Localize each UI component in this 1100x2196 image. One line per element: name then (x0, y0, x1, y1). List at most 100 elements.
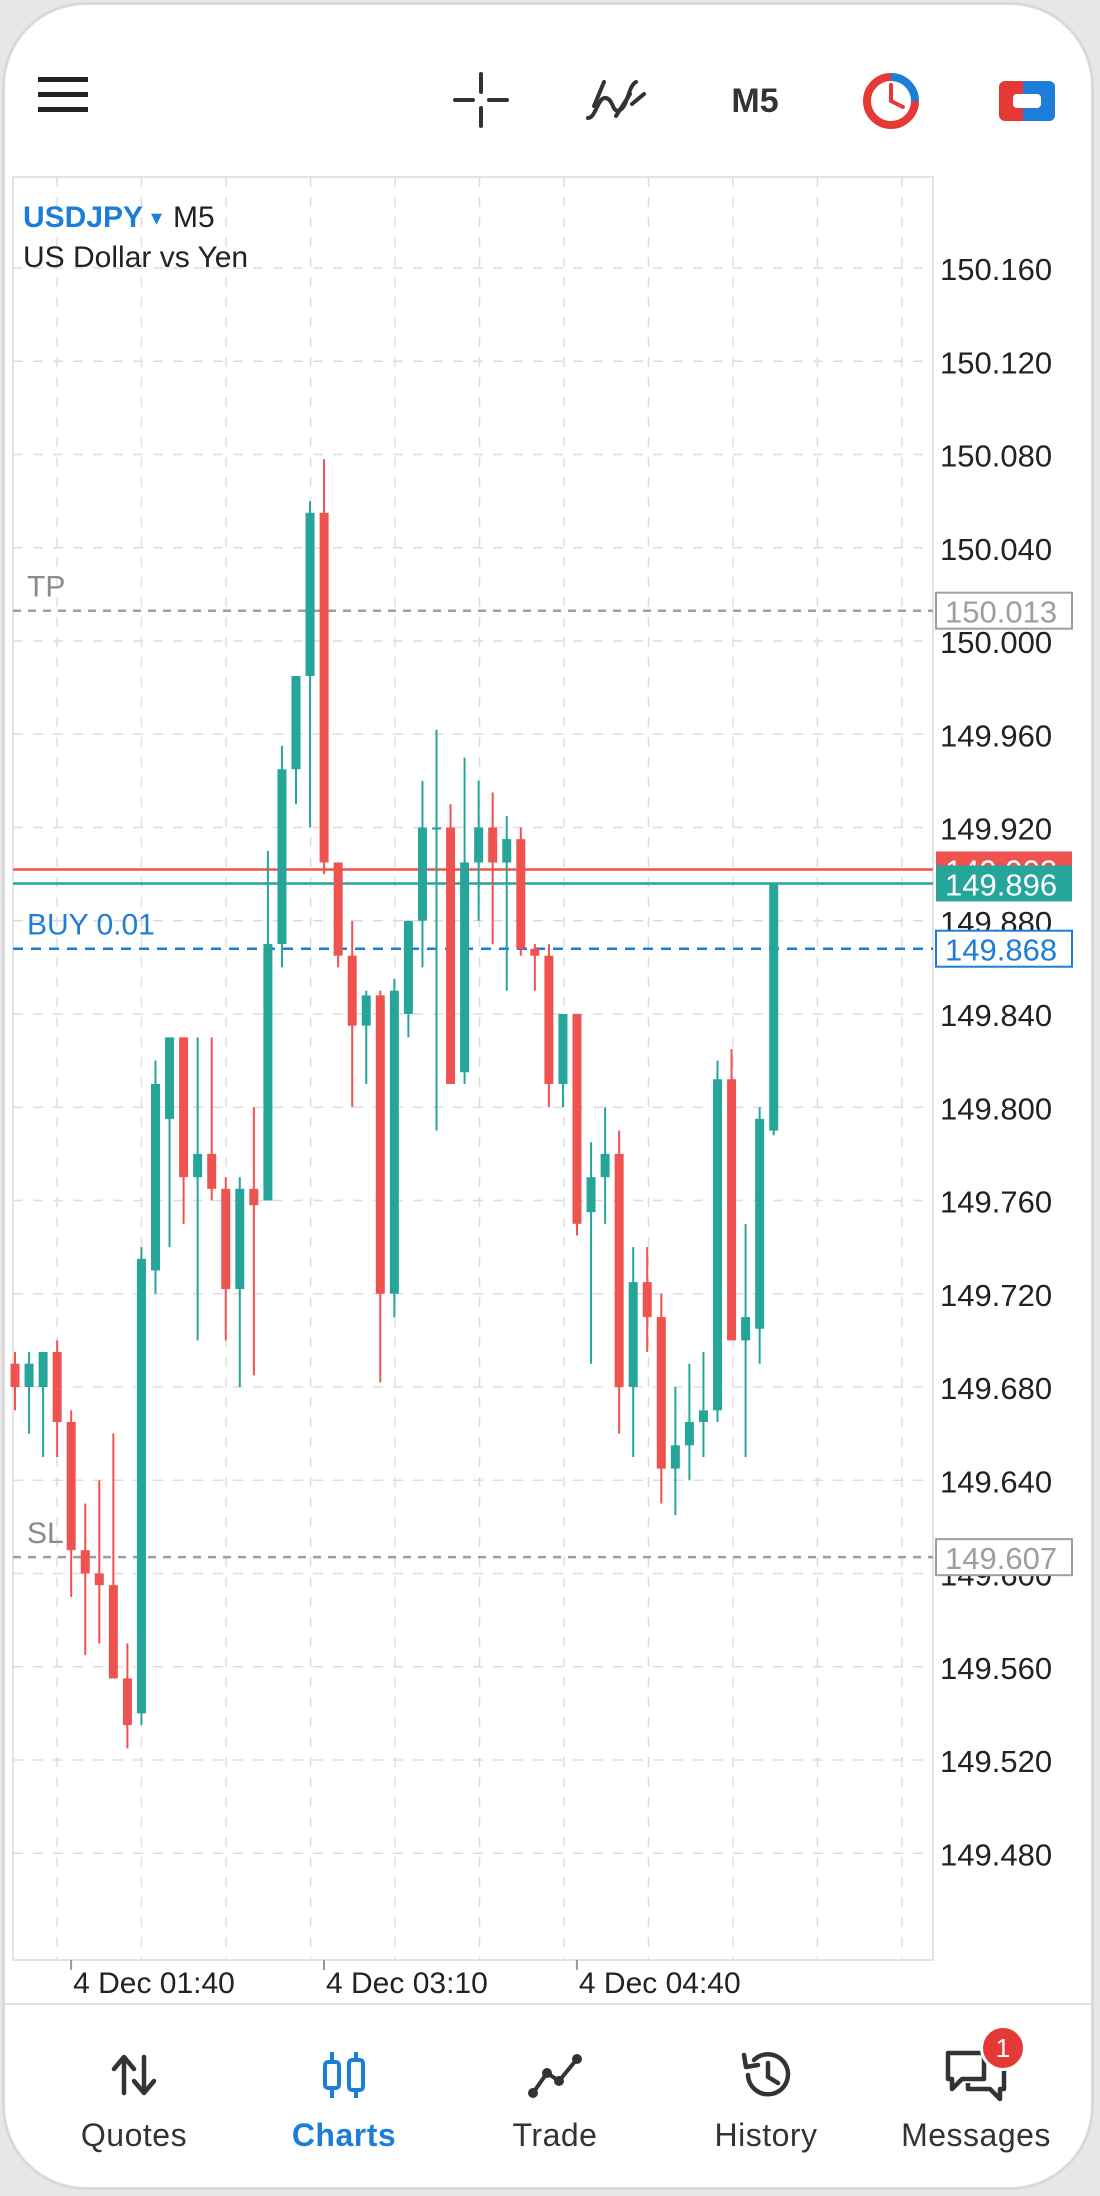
candle-body (403, 920, 413, 1014)
nav-quotes[interactable]: Quotes (29, 2005, 239, 2185)
candle-body (193, 1153, 203, 1178)
candle-body (642, 1282, 652, 1318)
nav-messages[interactable]: 1 Messages (871, 2005, 1081, 2185)
candle-body (221, 1188, 231, 1290)
candle-body (544, 955, 554, 1084)
candle-body (24, 1363, 34, 1387)
price-axis-label: 149.920 (940, 812, 1052, 847)
price-axis-label: 150.080 (940, 439, 1052, 474)
nav-quotes-label: Quotes (80, 2117, 188, 2153)
candle-body (165, 1037, 175, 1119)
candle-bearish (727, 1048, 737, 1341)
chart-toolbar: M5 (5, 5, 1091, 175)
chart-grid (12, 176, 934, 1961)
symbol-dropdown-icon[interactable]: ▾ (151, 205, 162, 230)
price-axis-label: 149.640 (940, 1464, 1052, 1499)
price-axis-label: 149.480 (940, 1837, 1052, 1872)
candle-bullish (698, 1352, 708, 1457)
bottom-navigation: Quotes Charts (5, 2003, 1091, 2187)
candle-bullish (136, 1247, 146, 1726)
candle-bullish (38, 1352, 48, 1457)
one-click-trading-button[interactable] (861, 73, 921, 129)
candle-bullish (502, 815, 512, 991)
candle-bullish (741, 1223, 751, 1457)
symbol-description: US Dollar vs Yen (23, 241, 248, 274)
candle-body (432, 827, 441, 830)
candle-bullish (586, 1142, 596, 1364)
candles (10, 459, 779, 1749)
candle-bearish (572, 1014, 582, 1236)
price-axis-label: 149.960 (940, 718, 1052, 753)
nav-history[interactable]: History (661, 2005, 871, 2185)
candle-body (277, 769, 287, 945)
price-axis-label: 149.720 (940, 1278, 1052, 1313)
candle-bearish (614, 1130, 624, 1434)
nav-messages-label: Messages (901, 2117, 1051, 2153)
candle-body (755, 1118, 765, 1329)
nav-charts[interactable]: Charts (239, 2005, 449, 2185)
candle-body (558, 1014, 568, 1084)
take-profit-price-tag-text: 150.013 (945, 595, 1057, 630)
stop-loss-price-tag: 149.607 (935, 1538, 1073, 1577)
symbol-name[interactable]: USDJPY (23, 201, 143, 234)
candle-bullish (432, 729, 441, 1131)
time-axis-label: 4 Dec 03:10 (326, 1967, 488, 2000)
candle-body (347, 955, 357, 1026)
candle-body (727, 1079, 737, 1341)
price-axis-label: 150.040 (940, 532, 1052, 567)
candle-bullish (235, 1177, 245, 1387)
candle-body (446, 827, 456, 1084)
stop-loss-label: SL (27, 1517, 64, 1550)
candle-bullish (460, 757, 470, 1084)
candle-body (94, 1573, 104, 1586)
nav-trade[interactable]: Trade (450, 2005, 660, 2185)
candle-bullish (291, 675, 301, 805)
candle-bullish (670, 1387, 680, 1516)
charts-candles-icon (323, 2052, 365, 2098)
stop-loss-price-tag-text: 149.607 (945, 1541, 1057, 1576)
indicators-button[interactable] (583, 69, 649, 131)
candle-bullish (628, 1247, 638, 1457)
take-profit-price-tag-bg (935, 591, 1073, 630)
buy-position-price-tag-text: 149.868 (945, 933, 1057, 968)
bid-price-tag-text: 149.896 (945, 867, 1057, 902)
indicators-icon (586, 80, 646, 120)
candle-bullish (305, 501, 315, 828)
candle-bearish (179, 1037, 189, 1224)
crosshair-button[interactable] (450, 69, 512, 131)
bid-price-tag-bg (936, 865, 1072, 902)
price-axis-label: 149.680 (940, 1371, 1052, 1406)
candle-body (207, 1153, 217, 1189)
candle-body (66, 1421, 76, 1551)
price-chart[interactable]: TP SL BUY 0.01 150.160 150.120 150.080 150.04… (5, 5, 1094, 2005)
price-axis-label: 150.160 (940, 252, 1052, 287)
candle-bearish (10, 1352, 20, 1411)
candle-bearish (530, 944, 540, 991)
candle-bullish (361, 990, 371, 1084)
candle-body (108, 1585, 118, 1679)
candle-bearish (333, 862, 343, 968)
buy-position-label: BUY 0.01 (27, 909, 155, 942)
bid-price-tag: 149.896 (936, 865, 1072, 902)
candle-bullish (684, 1363, 694, 1481)
candle-bullish (389, 979, 399, 1318)
candle-body (151, 1083, 160, 1271)
candle-body (80, 1550, 90, 1574)
candle-body (305, 512, 315, 676)
candle-body (179, 1037, 189, 1178)
candle-bearish (642, 1247, 652, 1353)
buy-sell-panel-button[interactable] (997, 73, 1057, 129)
candle-bullish (713, 1060, 722, 1422)
candle-bullish (151, 1060, 160, 1294)
candle-bearish (319, 459, 329, 875)
menu-button[interactable] (33, 65, 93, 125)
candle-bearish (375, 990, 385, 1383)
take-profit-price-tag: 150.013 (935, 591, 1073, 630)
candle-bearish (544, 944, 554, 1108)
price-axis-label: 149.800 (940, 1091, 1052, 1126)
history-clock-icon (741, 2052, 791, 2097)
candle-bearish (108, 1433, 118, 1679)
timeframe-button[interactable]: M5 (731, 81, 779, 120)
candle-body (488, 827, 498, 863)
